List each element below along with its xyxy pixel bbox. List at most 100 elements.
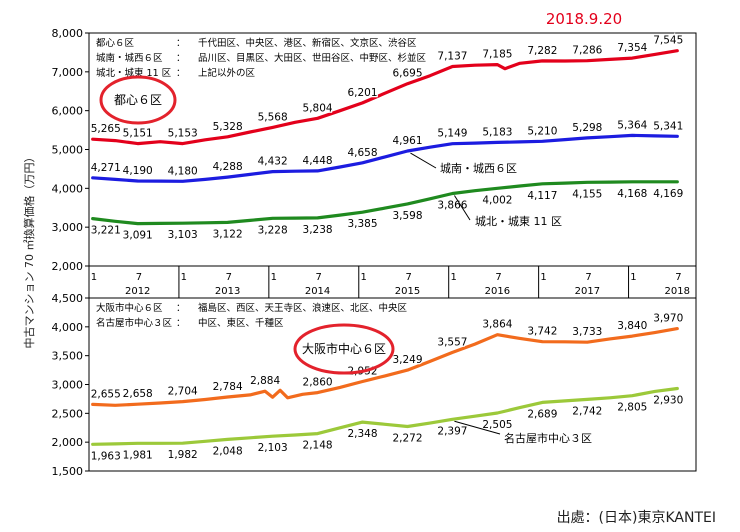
data-label: 7,286 [572,45,602,57]
x-year-label: 2018 [665,286,690,297]
x-year-label: 2013 [215,286,240,297]
x-month-label: 1 [630,272,636,283]
data-label: 4,448 [303,155,333,167]
data-label: 3,091 [123,230,153,242]
data-label: 2,704 [168,386,198,398]
data-label: 5,568 [258,111,288,123]
data-label: 5,210 [527,125,557,137]
y-axis-label: 中古マンション 70 ㎡換算価格（万円） [22,152,36,349]
data-label: 5,328 [213,121,243,133]
data-label: 3,970 [653,313,683,325]
data-label: 1,963 [91,450,121,462]
legend-areas: 福島区、西区、天王寺区、浪速区、北区、中央区 [198,302,408,314]
data-label: 5,341 [653,120,683,132]
data-label: 2,348 [347,428,377,440]
data-label: 3,557 [437,336,467,348]
y-tick-label: 4,000 [52,182,84,195]
data-label: 2,805 [617,402,647,414]
y-tick-label: 7,000 [52,66,84,79]
legend-colon: ： [176,38,186,49]
data-label: 7,545 [653,35,683,47]
data-label: 3,221 [91,225,121,237]
data-label: 4,288 [213,161,243,173]
data-label: 1,981 [123,449,153,461]
data-label: 3,228 [258,224,288,236]
callout-label: 城南・城西６区 [440,162,517,175]
x-month-label: 7 [316,272,322,283]
data-label: 3,840 [617,320,647,332]
y-tick-label: 5,000 [52,144,84,157]
highlight-circle [293,323,395,375]
callout-label: 都心６区 [114,93,162,107]
legend-name: 城北・城東 11 区 [96,67,172,79]
x-month-label: 1 [540,272,546,283]
data-label: 3,864 [482,319,512,331]
data-label: 2,689 [527,408,557,420]
source-credit: 出處：(日本)東京KANTEI [557,510,716,526]
callout-label: 大阪市中心６区 [302,341,386,356]
legend-areas: 中区、東区、千種区 [198,317,284,329]
y-tick-label: 3,000 [52,379,84,392]
data-label: 4,961 [392,135,422,147]
series-line [91,133,679,183]
data-label: 2,860 [303,377,333,389]
y-tick-label: 2,000 [52,260,84,273]
y-tick-label: 3,000 [52,221,84,234]
x-month-label: 7 [405,272,411,283]
x-month-label: 7 [675,272,681,283]
legend-colon: ： [176,68,186,79]
data-label: 2,505 [482,419,512,431]
x-month-label: 7 [585,272,591,283]
y-tick-label: 8,000 [52,27,84,40]
callout-label: 城北・城東 11 区 [475,215,562,228]
data-label: 3,598 [392,210,422,222]
data-label: 2,103 [258,442,288,454]
legend-areas: 上記以外の区 [198,67,256,79]
callout-leader [454,420,501,435]
x-month-label: 1 [91,272,97,283]
y-tick-label: 1,500 [52,465,84,478]
data-label: 2,148 [303,440,333,452]
data-label: 5,298 [572,122,602,134]
data-label: 6,201 [347,87,377,99]
data-label: 3,733 [572,326,602,338]
data-label: 2,048 [213,445,243,457]
callout-leader [410,152,437,169]
data-label: 2,658 [123,388,153,400]
data-label: 2,784 [213,381,243,393]
data-label: 7,282 [527,45,557,57]
legend-name: 城南・城西６区 [96,52,163,64]
data-label: 2,655 [91,388,121,400]
x-month-label: 1 [450,272,456,283]
data-label: 4,432 [258,156,288,168]
data-label: 5,149 [437,128,467,140]
data-label: 3,238 [303,224,333,236]
x-month-label: 7 [226,272,232,283]
date-label: 2018.9.20 [546,10,622,28]
data-label: 3,866 [437,200,467,212]
data-label: 1,982 [168,449,198,461]
x-year-label: 2014 [305,286,330,297]
data-label: 5,183 [482,126,512,138]
x-year-label: 2012 [125,286,150,297]
data-label: 7,185 [482,49,512,61]
legend-areas: 品川区、目黒区、大田区、世田谷区、中野区、杉並区 [198,52,427,64]
data-label: 2,742 [572,405,602,417]
legend-name: 名古屋市中心３区 [96,317,173,329]
y-tick-label: 4,000 [52,321,84,334]
legend-name: 都心６区 [96,38,135,49]
data-label: 2,884 [250,375,280,387]
x-year-label: 2017 [575,286,600,297]
x-month-label: 7 [136,272,142,283]
x-month-label: 1 [271,272,277,283]
data-label: 7,137 [437,51,467,63]
legend-colon: ： [176,303,186,314]
series-line [91,49,679,146]
data-label-layer: 5,265 5,151 5,153 5,328 5,568 5,804 6,201 6,695… [89,33,684,463]
data-label: 3,742 [527,326,557,338]
series-line [91,327,679,407]
x-year-label: 2016 [485,286,510,297]
